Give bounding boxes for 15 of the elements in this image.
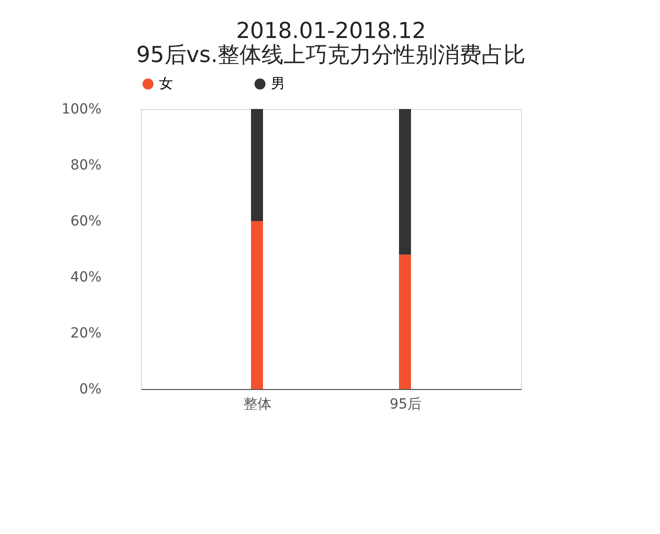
bar	[251, 221, 263, 389]
chart-title: 2018.01-2018.12 95后vs.整体线上巧克力分性别消费占比	[136, 19, 526, 68]
y-tick-label: 60%	[70, 214, 102, 230]
y-tick-label: 100%	[61, 102, 102, 118]
y-tick-label: 40%	[70, 270, 102, 286]
bar	[399, 109, 411, 255]
y-tick-label: 20%	[70, 326, 102, 342]
y-tick-label: 0%	[79, 382, 102, 398]
x-tick-label: 95后	[390, 396, 422, 412]
x-tick-label: 整体	[244, 396, 272, 412]
legend-label: 男	[271, 76, 285, 92]
y-tick-label: 80%	[70, 158, 102, 174]
bar	[251, 109, 263, 221]
bar	[399, 254, 411, 389]
legend-label: 女	[159, 76, 173, 92]
